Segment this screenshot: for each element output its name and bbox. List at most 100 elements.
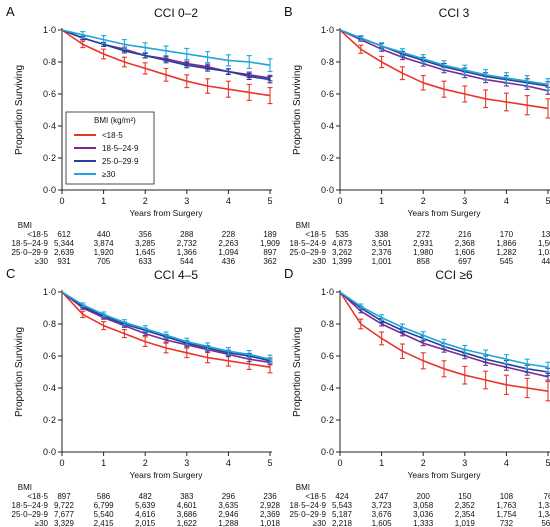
y-tick-label: 0·0 <box>321 185 334 195</box>
risk-cell: 236 <box>263 492 277 501</box>
risk-cell: 5,540 <box>94 510 115 519</box>
x-tick-label: 3 <box>462 458 467 468</box>
risk-cell: 440 <box>97 230 111 239</box>
risk-row-label: 25·0–29·9 <box>12 248 49 257</box>
risk-cell: 1,502 <box>538 239 550 248</box>
risk-cell: 440 <box>541 257 550 266</box>
y-tick-label: 0·0 <box>43 185 56 195</box>
risk-cell: 2,639 <box>54 248 75 257</box>
x-tick-label: 2 <box>421 196 426 206</box>
risk-cell: 1,333 <box>413 519 434 527</box>
y-tick-label: 0·6 <box>43 89 56 99</box>
risk-cell: 4,616 <box>135 510 156 519</box>
legend-label-2: 18·5–24·9 <box>102 144 139 153</box>
risk-cell: 247 <box>375 492 389 501</box>
y-tick-label: 1·0 <box>43 287 56 297</box>
risk-cell: 3,501 <box>372 239 393 248</box>
legend-label-4: ≥30 <box>102 170 116 179</box>
risk-cell: 3,874 <box>94 239 115 248</box>
y-tick-label: 0·2 <box>43 415 56 425</box>
x-tick-label: 0 <box>337 458 342 468</box>
legend-label-3: 25·0–29·9 <box>102 157 139 166</box>
risk-cell: 108 <box>500 492 514 501</box>
risk-cell: 338 <box>375 230 389 239</box>
x-tick-label: 2 <box>143 196 148 206</box>
x-tick-label: 4 <box>504 458 509 468</box>
risk-cell: 296 <box>222 492 236 501</box>
panel-c: C CCI 4–5 0·0 0·2 0·4 0·6 0·8 1·0 0 1 2 3 4 5 Proporti… <box>6 266 281 527</box>
risk-cell: 2,928 <box>260 501 281 510</box>
risk-cell: 544 <box>180 257 194 266</box>
risk-cell: 931 <box>57 257 71 266</box>
risk-table-header: BMI <box>296 221 310 230</box>
series-line-3 <box>339 29 549 87</box>
risk-cell: 3,635 <box>218 501 239 510</box>
risk-cell: 150 <box>458 492 472 501</box>
panel-letter: B <box>284 4 293 19</box>
panel-letter: A <box>6 4 15 19</box>
x-tick-label: 1 <box>101 458 106 468</box>
risk-row-label: ≥30 <box>313 257 327 266</box>
series-line-4 <box>339 291 549 368</box>
panel-b: B CCI 3 0·0 0·2 0·4 0·6 0·8 1·0 0 1 2 3 4 5 Proportion… <box>284 4 550 266</box>
risk-cell: 1,622 <box>177 519 198 527</box>
risk-row-label: 18·5–24·9 <box>12 239 49 248</box>
y-axis-title: Proportion Surviving <box>292 65 303 155</box>
y-tick-label: 0·0 <box>43 447 56 457</box>
risk-cell: 545 <box>500 257 514 266</box>
risk-row-label: <18·5 <box>27 230 48 239</box>
risk-row-label: 18·5–24·9 <box>290 239 327 248</box>
risk-row-label: 25·0–29·9 <box>290 248 327 257</box>
risk-row-label: <18·5 <box>27 492 48 501</box>
x-tick-label: 5 <box>267 458 272 468</box>
risk-cell: 2,263 <box>218 239 239 248</box>
risk-cell: 4,873 <box>332 239 353 248</box>
panel-d: D CCI ≥6 0·0 0·2 0·4 0·6 0·8 1·0 0 1 2 3 4 5 Proportio… <box>284 266 550 527</box>
risk-cell: 228 <box>222 230 236 239</box>
risk-cell: 897 <box>263 248 277 257</box>
risk-row-label: ≥30 <box>313 519 327 527</box>
risk-cell: 362 <box>263 257 277 266</box>
x-tick-label: 0 <box>59 196 64 206</box>
risk-cell: 1,399 <box>332 257 353 266</box>
risk-cell: 5,543 <box>332 501 353 510</box>
risk-cell: 732 <box>500 519 514 527</box>
risk-cell: 5,187 <box>332 510 353 519</box>
risk-cell: 1,605 <box>372 519 393 527</box>
risk-cell: 1,282 <box>496 248 517 257</box>
panel-a: A CCI 0–2 0·0 0·2 0·4 0·6 0·8 1·0 0 1 2 3 4 5 Proporti… <box>6 4 281 266</box>
risk-cell: 5,344 <box>54 239 75 248</box>
x-axis-title: Years from Surgery <box>408 208 482 218</box>
risk-cell: 1,645 <box>135 248 156 257</box>
y-tick-label: 0·8 <box>321 57 334 67</box>
risk-cell: 383 <box>180 492 194 501</box>
risk-cell: 2,015 <box>135 519 156 527</box>
risk-cell: 1,094 <box>218 248 239 257</box>
risk-cell: 1,001 <box>372 257 393 266</box>
y-tick-label: 0·8 <box>321 319 334 329</box>
risk-cell: 1,866 <box>496 239 517 248</box>
x-axis-title: Years from Surgery <box>408 470 482 480</box>
y-tick-label: 1·0 <box>321 25 334 35</box>
legend-label-1: <18·5 <box>102 131 123 140</box>
risk-cell: 1,754 <box>496 510 517 519</box>
risk-cell: 612 <box>57 230 71 239</box>
risk-cell: 586 <box>97 492 111 501</box>
risk-cell: 2,931 <box>413 239 434 248</box>
x-tick-label: 5 <box>545 458 550 468</box>
x-tick-label: 1 <box>379 458 384 468</box>
risk-cell: 2,368 <box>455 239 476 248</box>
x-tick-label: 3 <box>462 196 467 206</box>
x-tick-label: 3 <box>184 196 189 206</box>
risk-cell: 272 <box>417 230 431 239</box>
x-tick-label: 5 <box>545 196 550 206</box>
risk-row-label: 25·0–29·9 <box>12 510 49 519</box>
risk-cell: 3,058 <box>413 501 434 510</box>
risk-cell: 1,366 <box>177 248 198 257</box>
risk-cell: 1,341 <box>538 510 550 519</box>
risk-cell: 3,723 <box>372 501 393 510</box>
risk-cell: 1,920 <box>94 248 115 257</box>
panel-title: CCI ≥6 <box>435 268 473 282</box>
risk-table-header: BMI <box>18 221 32 230</box>
risk-table-header: BMI <box>18 483 32 492</box>
